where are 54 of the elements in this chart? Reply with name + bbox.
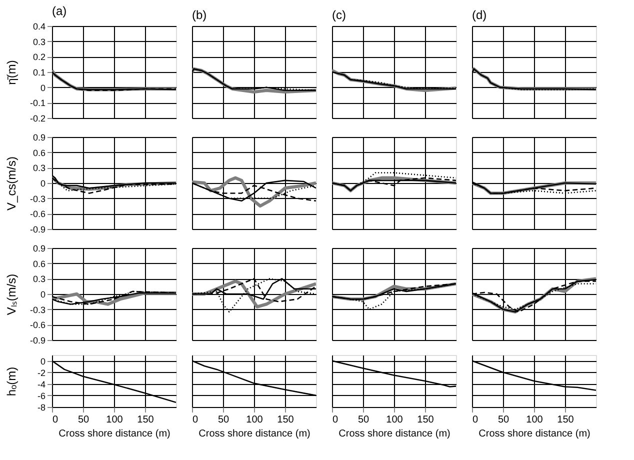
x-tick-label: 100 xyxy=(386,414,404,426)
y-tick-label: 0.1 xyxy=(32,68,46,78)
y-tick-label: -0.3 xyxy=(30,304,46,315)
y-tick-label: 0.2 xyxy=(32,52,46,62)
y-tick-label: -0.6 xyxy=(30,209,46,220)
x-tick-label: 150 xyxy=(417,414,434,426)
x-axis-title: Cross shore distance (m) xyxy=(198,428,310,440)
chart-title: (a) xyxy=(52,4,67,18)
chart-title: (d) xyxy=(472,8,487,22)
y-tick-label: 0.9 xyxy=(32,244,46,254)
y-tick-label: -0.1 xyxy=(30,98,46,108)
y-tick-label: -8 xyxy=(37,402,46,412)
y-tick-label: -2 xyxy=(37,368,46,378)
y-tick-label: -0.3 xyxy=(30,194,46,204)
y-axis-title: η̄(m) xyxy=(4,60,18,85)
y-tick-label: 0.3 xyxy=(32,36,46,47)
x-tick-label: 50 xyxy=(218,414,230,426)
y-axis-title: Vₗₛ(m/s) xyxy=(4,274,18,316)
y-axis-title: V_cs(m/s) xyxy=(4,156,18,210)
y-tick-label: 0.3 xyxy=(32,163,46,174)
x-tick-label: 150 xyxy=(277,414,294,426)
chart-title: (c) xyxy=(332,8,346,22)
x-axis-title: Cross shore distance (m) xyxy=(58,428,170,440)
y-tick-label: 0.6 xyxy=(32,258,46,269)
y-tick-label: -6 xyxy=(37,390,46,401)
x-tick-label: 50 xyxy=(498,414,510,426)
x-tick-label: 0 xyxy=(192,414,198,426)
x-tick-label: 100 xyxy=(246,414,264,426)
x-tick-label: 0 xyxy=(52,414,58,426)
x-tick-label: 150 xyxy=(137,414,154,426)
x-axis-title: Cross shore distance (m) xyxy=(478,428,590,440)
chart-title: (b) xyxy=(192,8,207,22)
x-tick-label: 100 xyxy=(106,414,124,426)
y-tick-label: 0.9 xyxy=(32,132,46,142)
x-tick-label: 0 xyxy=(332,414,338,426)
y-tick-label: -0.9 xyxy=(30,224,46,234)
y-tick-label: 0.3 xyxy=(32,274,46,284)
y-tick-label: 0 xyxy=(40,178,46,188)
y-axis-title: hₒ(m) xyxy=(4,366,18,396)
x-tick-label: 100 xyxy=(526,414,544,426)
y-tick-label: -0.9 xyxy=(30,336,46,346)
y-tick-label: 0 xyxy=(40,290,46,300)
y-tick-label: -4 xyxy=(37,379,46,390)
x-tick-label: 150 xyxy=(557,414,574,426)
y-tick-label: 0 xyxy=(40,356,46,366)
x-tick-label: 50 xyxy=(358,414,370,426)
y-tick-label: -0.2 xyxy=(30,114,46,124)
y-tick-label: 0.6 xyxy=(32,148,46,158)
x-tick-label: 0 xyxy=(472,414,478,426)
y-tick-label: -0.6 xyxy=(30,320,46,330)
y-tick-label: 0.4 xyxy=(32,22,46,32)
x-tick-label: 50 xyxy=(78,414,90,426)
x-axis-title: Cross shore distance (m) xyxy=(338,428,450,440)
y-tick-label: 0 xyxy=(40,82,46,93)
